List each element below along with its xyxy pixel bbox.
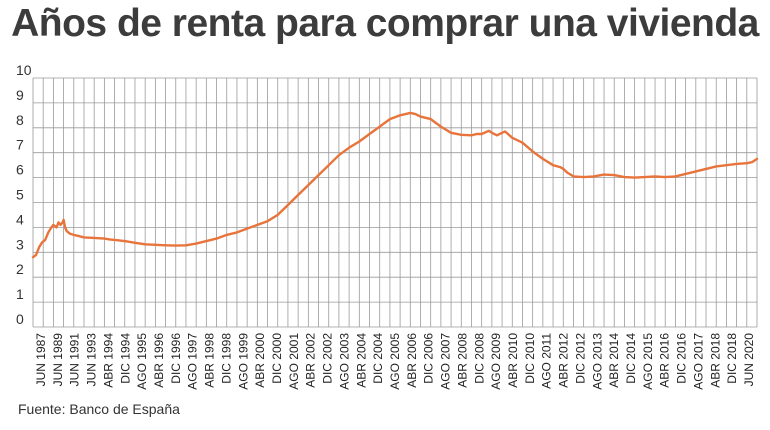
y-tick-label: 1 bbox=[16, 286, 24, 302]
x-tick-label: DIC 2014 bbox=[624, 333, 638, 384]
x-tick-label: DIC 2002 bbox=[321, 333, 335, 384]
x-tick-label: DIC 2016 bbox=[675, 333, 689, 384]
x-tick-label: DIC 2010 bbox=[523, 333, 537, 384]
x-tick-label: AGO 2005 bbox=[388, 333, 402, 390]
y-tick-label: 7 bbox=[16, 137, 24, 153]
x-tick-label: DIC 1998 bbox=[219, 333, 233, 384]
x-tick-label: AGO 2013 bbox=[590, 333, 604, 390]
x-tick-label: ABR 2006 bbox=[405, 333, 419, 388]
x-tick-label: AGO 2003 bbox=[337, 333, 351, 390]
x-tick-label: AGO 2001 bbox=[287, 333, 301, 390]
x-tick-label: JUN 1991 bbox=[68, 333, 82, 387]
chart-grid bbox=[32, 77, 758, 328]
x-tick-label: JUN 1989 bbox=[51, 333, 65, 387]
x-tick-label: JUN 1993 bbox=[85, 333, 99, 387]
x-tick-label: DIC 2006 bbox=[422, 333, 436, 384]
x-tick-label: ABR 2010 bbox=[506, 333, 520, 388]
x-tick-label: DIC 1994 bbox=[118, 333, 132, 384]
x-tick-label: DIC 2000 bbox=[270, 333, 284, 384]
x-tick-label: ABR 2012 bbox=[557, 333, 571, 388]
x-axis-ticks: JUN 1987 JUN 1989 JUN 1991 JUN 1993 ABR 1994… bbox=[34, 333, 756, 390]
source-note: Fuente: Banco de España bbox=[18, 401, 180, 417]
y-tick-label: 3 bbox=[16, 236, 24, 252]
y-tick-label: 0 bbox=[16, 311, 24, 327]
x-tick-label: AGO 2015 bbox=[641, 333, 655, 390]
x-tick-label: DIC 1996 bbox=[169, 333, 183, 384]
series-line bbox=[31, 111, 759, 259]
x-tick-label: ABR 1994 bbox=[101, 333, 115, 388]
x-tick-label: AGO 2009 bbox=[489, 333, 503, 390]
y-tick-label: 5 bbox=[16, 187, 24, 203]
x-tick-label: ABR 2002 bbox=[304, 333, 318, 388]
x-tick-label: ABR 2000 bbox=[253, 333, 267, 388]
x-tick-label: ABR 2016 bbox=[658, 333, 672, 388]
x-tick-label: AGO 1997 bbox=[186, 333, 200, 390]
x-tick-label: DIC 2008 bbox=[472, 333, 486, 384]
x-tick-label: JUN 2020 bbox=[742, 333, 756, 387]
y-tick-label: 8 bbox=[16, 112, 24, 128]
x-tick-label: AGO 1999 bbox=[236, 333, 250, 390]
y-tick-label: 4 bbox=[16, 211, 24, 227]
x-tick-label: AGO 2011 bbox=[540, 333, 554, 389]
x-tick-label: DIC 2012 bbox=[573, 333, 587, 384]
x-tick-label: DIC 2018 bbox=[725, 333, 739, 384]
y-tick-label: 10 bbox=[16, 62, 32, 78]
x-tick-label: ABR 2008 bbox=[455, 333, 469, 388]
x-tick-label: AGO 2017 bbox=[691, 333, 705, 390]
x-tick-label: ABR 2014 bbox=[607, 333, 621, 388]
y-axis-ticks: 0 1 2 3 4 5 6 7 8 9 10 bbox=[16, 62, 32, 327]
x-tick-label: JUN 1987 bbox=[34, 333, 48, 387]
y-tick-label: 6 bbox=[16, 162, 24, 178]
y-tick-label: 2 bbox=[16, 261, 24, 277]
chart-title: Años de renta para comprar una vivienda bbox=[11, 2, 759, 45]
x-tick-label: ABR 2018 bbox=[708, 333, 722, 388]
x-tick-label: DIC 2004 bbox=[371, 333, 385, 384]
x-tick-label: AGO 2007 bbox=[439, 333, 453, 390]
x-tick-label: AGO 1995 bbox=[135, 333, 149, 390]
x-tick-label: ABR 1998 bbox=[203, 333, 217, 388]
x-tick-label: ABR 2004 bbox=[354, 333, 368, 388]
series-layer bbox=[31, 111, 759, 259]
x-tick-label: ABR 1996 bbox=[152, 333, 166, 388]
y-tick-label: 9 bbox=[16, 87, 24, 103]
